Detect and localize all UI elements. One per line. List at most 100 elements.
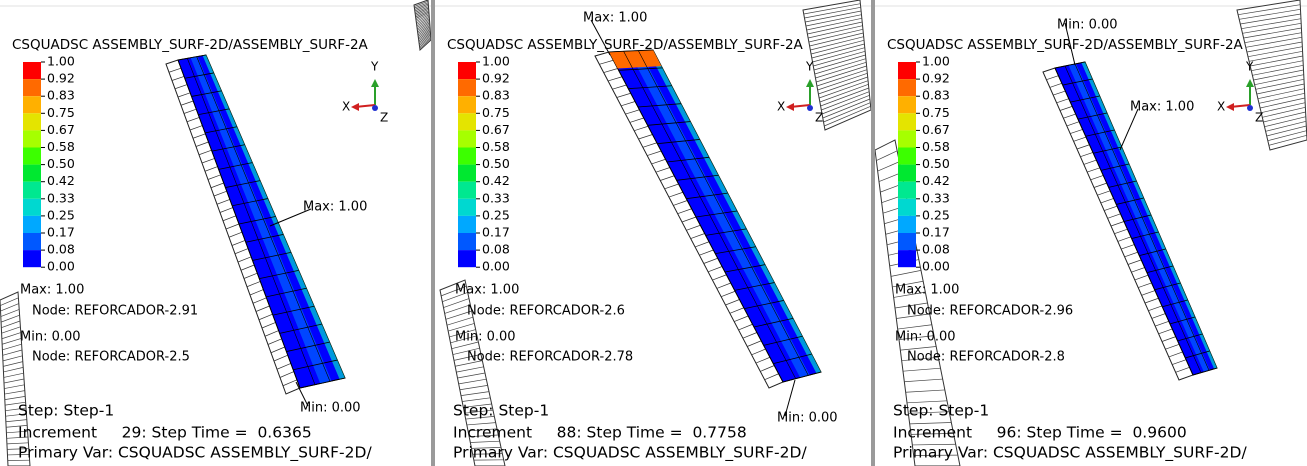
legend-label: 0.25 [47,207,75,222]
legend-label: 0.83 [482,88,510,103]
increment-label: Increment 29: Step Time = 0.6365 [18,424,312,442]
legend-label: 0.08 [47,242,75,257]
triad-label: Z [1255,111,1263,125]
separator [431,0,435,466]
viewport-title: CSQUADSC ASSEMBLY_SURF-2D/ASSEMBLY_SURF-… [887,37,1244,53]
legend-label: 1.00 [922,54,950,69]
legend-label: 0.67 [482,122,510,137]
legend-swatch [898,148,916,165]
max-node: Node: REFORCADOR-2.96 [907,304,1073,319]
triad-label: X [777,100,785,114]
legend-swatch [458,130,476,147]
step-label: Step: Step-1 [18,402,114,420]
viewport: CSQUADSC ASSEMBLY_SURF-2D/ASSEMBLY_SURF-… [0,0,1307,466]
legend-label: 0.42 [47,173,75,188]
legend-label: 0.67 [47,122,75,137]
legend-swatch [898,62,916,79]
legend-swatch [458,233,476,250]
min-marker: Min: 0.00 [1057,18,1118,33]
legend-label: 0.58 [47,139,75,154]
increment-label: Increment 88: Step Time = 0.7758 [453,424,747,442]
max-value: Max: 1.00 [895,283,959,298]
legend-label: 0.08 [922,242,950,257]
max-value: Max: 1.00 [20,283,84,298]
legend-label: 0.00 [922,259,950,274]
triad-label: X [1217,100,1225,114]
legend-label: 0.17 [47,225,75,240]
step-label: Step: Step-1 [893,402,989,420]
legend-swatch [458,165,476,182]
min-node: Node: REFORCADOR-2.5 [32,350,190,365]
legend-swatch [458,216,476,233]
min-node: Node: REFORCADOR-2.8 [907,350,1065,365]
min-value: Min: 0.00 [895,330,956,345]
legend-label: 0.25 [482,207,510,222]
min-marker: Min: 0.00 [777,411,838,426]
separator [871,0,875,466]
step-label: Step: Step-1 [453,402,549,420]
legend-label: 0.33 [47,190,75,205]
legend-label: 0.00 [47,259,75,274]
viewport-title: CSQUADSC ASSEMBLY_SURF-2D/ASSEMBLY_SURF-… [447,37,804,53]
triad-z [807,105,813,111]
primary-var-label: Primary Var: CSQUADSC ASSEMBLY_SURF-2D/ [893,444,1247,463]
legend-swatch [23,250,41,267]
min-node: Node: REFORCADOR-2.78 [467,350,633,365]
legend-label: 0.67 [922,122,950,137]
triad-label: Z [815,111,823,125]
legend-swatch [23,130,41,147]
legend-swatch [898,96,916,113]
primary-var-label: Primary Var: CSQUADSC ASSEMBLY_SURF-2D/ [453,444,807,463]
max-value: Max: 1.00 [455,283,519,298]
legend-label: 0.83 [47,88,75,103]
legend-swatch [23,148,41,165]
legend-swatch [23,96,41,113]
viewports: CSQUADSC ASSEMBLY_SURF-2D/ASSEMBLY_SURF-… [0,0,1307,466]
increment-label: Increment 96: Step Time = 0.9600 [893,424,1187,442]
legend-label: 0.83 [922,88,950,103]
triad-label: Z [380,111,388,125]
min-marker: Min: 0.00 [300,401,361,416]
legend-label: 0.33 [922,190,950,205]
triad-label: Y [370,60,379,74]
legend-swatch [458,62,476,79]
legend-label: 0.75 [47,105,75,120]
legend-label: 0.42 [482,173,510,188]
legend-swatch [458,182,476,199]
legend-swatch [898,199,916,216]
legend-label: 0.17 [482,225,510,240]
legend-swatch [23,182,41,199]
legend-swatch [458,113,476,130]
legend-swatch [898,250,916,267]
legend-label: 0.92 [482,71,510,86]
primary-var-label: Primary Var: CSQUADSC ASSEMBLY_SURF-2D/ [18,444,372,463]
legend-label: 0.58 [482,139,510,154]
viewport-title: CSQUADSC ASSEMBLY_SURF-2D/ASSEMBLY_SURF-… [12,37,369,53]
legend-label: 1.00 [482,54,510,69]
max-marker: Max: 1.00 [583,11,647,26]
max-node: Node: REFORCADOR-2.6 [467,304,625,319]
legend-swatch [898,216,916,233]
legend-swatch [23,79,41,96]
legend-swatch [23,199,41,216]
triad-z [372,105,378,111]
legend-swatch [898,130,916,147]
legend-label: 0.50 [922,156,950,171]
legend-swatch [23,216,41,233]
legend-label: 0.58 [922,139,950,154]
legend-label: 0.92 [47,71,75,86]
max-marker: Max: 1.00 [1130,100,1194,115]
min-value: Min: 0.00 [20,330,81,345]
triad-z [1247,105,1253,111]
legend-label: 0.17 [922,225,950,240]
legend-swatch [898,79,916,96]
legend-label: 0.50 [482,156,510,171]
legend-label: 0.50 [47,156,75,171]
legend-label: 0.00 [482,259,510,274]
legend-swatch [458,250,476,267]
triad-label: Y [805,60,814,74]
legend-swatch [23,113,41,130]
legend-swatch [23,233,41,250]
legend-swatch [898,165,916,182]
legend-swatch [458,199,476,216]
